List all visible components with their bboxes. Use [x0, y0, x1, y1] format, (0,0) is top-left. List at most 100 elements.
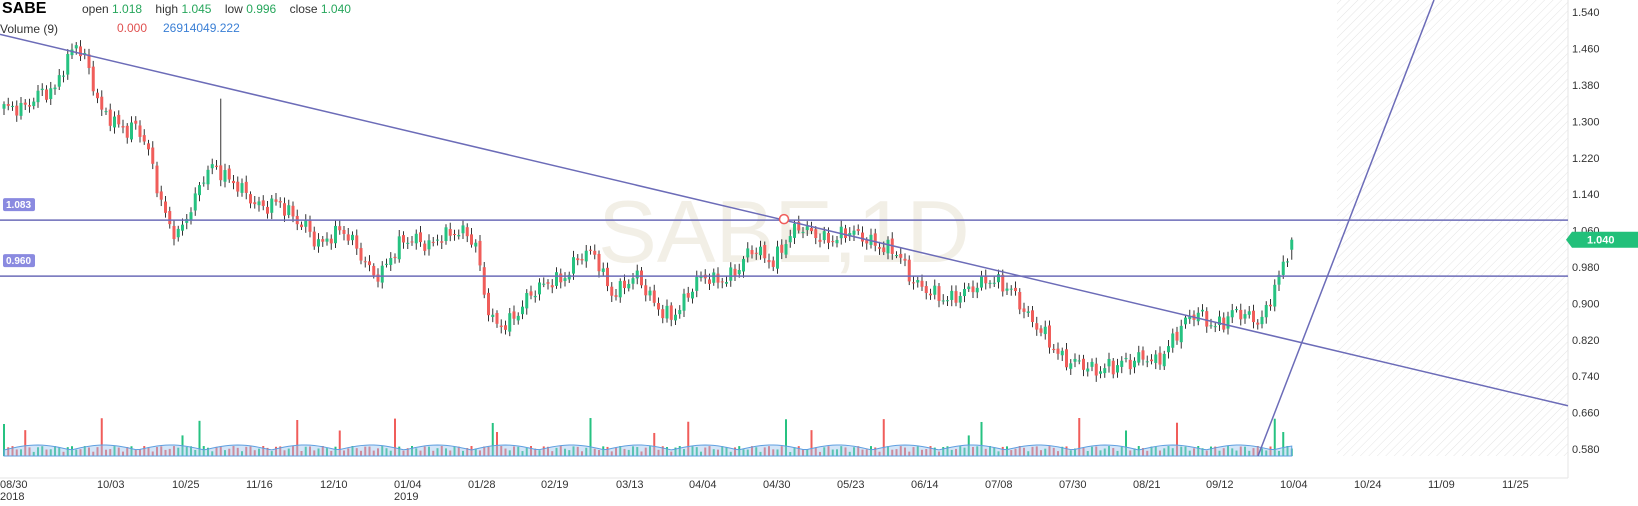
volume-bar: [534, 448, 537, 456]
volume-bar: [24, 430, 27, 456]
volume-bar: [1163, 448, 1166, 456]
volume-bar: [117, 447, 120, 456]
x-tick-label: 10/24: [1354, 479, 1382, 491]
x-tick-label: 11/16: [246, 479, 273, 491]
volume-bar: [1167, 446, 1170, 456]
candle-body: [678, 310, 682, 315]
candle-body: [287, 205, 291, 216]
candle-body: [695, 276, 699, 291]
volume-bar: [45, 449, 48, 456]
volume-bar: [224, 450, 226, 456]
volume-bar: [1256, 446, 1259, 456]
candle-body: [831, 241, 835, 243]
candle-body: [640, 270, 643, 286]
y-tick-label: 0.900: [1572, 298, 1600, 310]
candle-body: [121, 126, 125, 128]
candle-body: [1171, 333, 1175, 348]
volume-bar: [555, 447, 558, 456]
volume-bar: [394, 418, 396, 456]
candle-body: [465, 227, 469, 237]
candle-body: [1281, 261, 1285, 275]
candle-body: [946, 300, 949, 302]
last-price-label: 1.040: [1587, 235, 1615, 247]
candle-body: [134, 120, 138, 124]
volume-bar: [1261, 448, 1263, 456]
volume-bar: [1184, 446, 1187, 456]
volume-bar: [228, 448, 231, 456]
candle-body: [542, 283, 546, 285]
volume-bar: [593, 448, 596, 456]
volume-bar: [3, 424, 5, 456]
candle-body: [1226, 316, 1230, 329]
volume-bar: [66, 447, 69, 456]
volume-bar: [1027, 451, 1030, 456]
x-tick-label: 08/30: [0, 479, 28, 491]
candle-body: [40, 88, 44, 91]
volume-bar: [661, 446, 664, 456]
candle-body: [1290, 239, 1294, 250]
candle-body: [453, 234, 456, 236]
volume-bar: [71, 446, 73, 456]
x-tick-label: 09/12: [1206, 479, 1234, 491]
volume-bar: [632, 446, 634, 456]
candle-body: [737, 270, 741, 275]
volume-bar: [1248, 450, 1251, 456]
y-tick-label: 1.220: [1572, 153, 1600, 165]
volume-bar: [1222, 448, 1225, 456]
volume-bar: [1108, 446, 1110, 456]
volume-bar: [742, 449, 745, 456]
volume-bar: [704, 447, 707, 456]
volume-bar: [419, 450, 422, 456]
volume-bar: [75, 449, 78, 456]
volume-ma-area: [3, 444, 1293, 457]
candle-body: [1018, 291, 1022, 310]
candle-body: [1188, 316, 1192, 320]
volume-bar: [1146, 450, 1149, 456]
volume-bar: [1210, 446, 1212, 456]
candle-body: [206, 169, 210, 185]
x-tick-label: 03/13: [616, 479, 644, 491]
candle-body: [818, 239, 822, 242]
y-tick-label: 0.820: [1572, 335, 1600, 347]
volume-bar: [215, 446, 218, 456]
volume-bar: [1137, 446, 1140, 456]
low-value: 0.996: [246, 2, 277, 16]
volume-bar: [7, 447, 10, 456]
candle-body: [661, 309, 665, 319]
candle-body: [1184, 317, 1187, 325]
volume-bar: [317, 448, 320, 456]
volume-bar: [1103, 448, 1106, 456]
volume-bar: [610, 451, 613, 456]
volume-bar: [262, 446, 265, 456]
candle-body: [852, 230, 856, 235]
candle-body: [958, 296, 962, 303]
volume-bar: [296, 419, 299, 456]
candle-body: [861, 232, 864, 242]
candle-body: [1009, 288, 1013, 290]
candle-body: [1001, 274, 1005, 292]
volume-bar: [836, 449, 838, 456]
candle-body: [138, 125, 142, 137]
x-year-label: 2018: [0, 491, 24, 503]
volume-bar: [37, 447, 39, 456]
volume-bar: [848, 451, 851, 456]
x-year-label: 2019: [394, 491, 418, 503]
volume-bar: [674, 447, 677, 456]
candle-body: [686, 293, 690, 298]
volume-bar: [874, 447, 877, 456]
open-value: 1.018: [112, 2, 143, 16]
volume-bar: [772, 449, 775, 456]
candle-body: [436, 239, 439, 241]
candle-body: [414, 233, 418, 244]
volume-bar: [559, 446, 562, 456]
candle-body: [895, 255, 898, 257]
close-value: 1.040: [320, 2, 351, 16]
volume-bar: [241, 451, 243, 456]
volume-bar: [428, 446, 430, 456]
x-tick-label: 07/30: [1059, 479, 1087, 491]
candle-body: [606, 267, 609, 287]
volume-bar: [185, 446, 188, 456]
volume-bar: [385, 448, 388, 456]
volume-bar: [695, 447, 698, 456]
